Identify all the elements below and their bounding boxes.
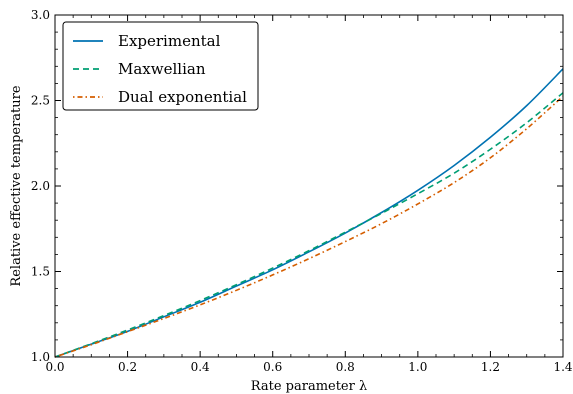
legend-label-2: Dual exponential [118,88,247,106]
y-tick-label: 2.0 [31,179,50,193]
x-tick-label: 0.0 [45,360,64,374]
x-tick-label: 1.2 [481,360,500,374]
series-layer [54,68,564,358]
legend-label-0: Experimental [118,32,221,50]
ticks-layer: 0.0 0.2 0.4 0.6 0.8 1.0 1.2 1.4 1.0 1.5 2.0 2.5 3.0 [31,8,573,374]
y-axis-label: Relative effective temperature [9,85,24,286]
series-line-0 [54,68,564,358]
y-tick-label: 2.5 [31,94,50,108]
x-tick-label: 0.4 [191,360,210,374]
legend: Experimental Maxwellian Dual exponential [62,21,259,111]
legend-box [62,21,259,111]
x-tick-label: 0.8 [336,360,355,374]
x-tick-label: 1.0 [408,360,427,374]
x-tick-label: 0.6 [263,360,282,374]
series-line-2 [54,95,564,358]
y-tick-label: 3.0 [31,8,50,22]
y-tick-label: 1.0 [31,350,50,364]
x-tick-label: 0.2 [118,360,137,374]
series-line-1 [54,92,564,358]
y-tick-label: 1.5 [31,265,50,279]
plot-frame [54,14,564,358]
x-tick-label: 1.4 [553,360,572,374]
x-axis-label: Rate parameter λ [251,379,367,394]
legend-label-1: Maxwellian [118,60,206,78]
